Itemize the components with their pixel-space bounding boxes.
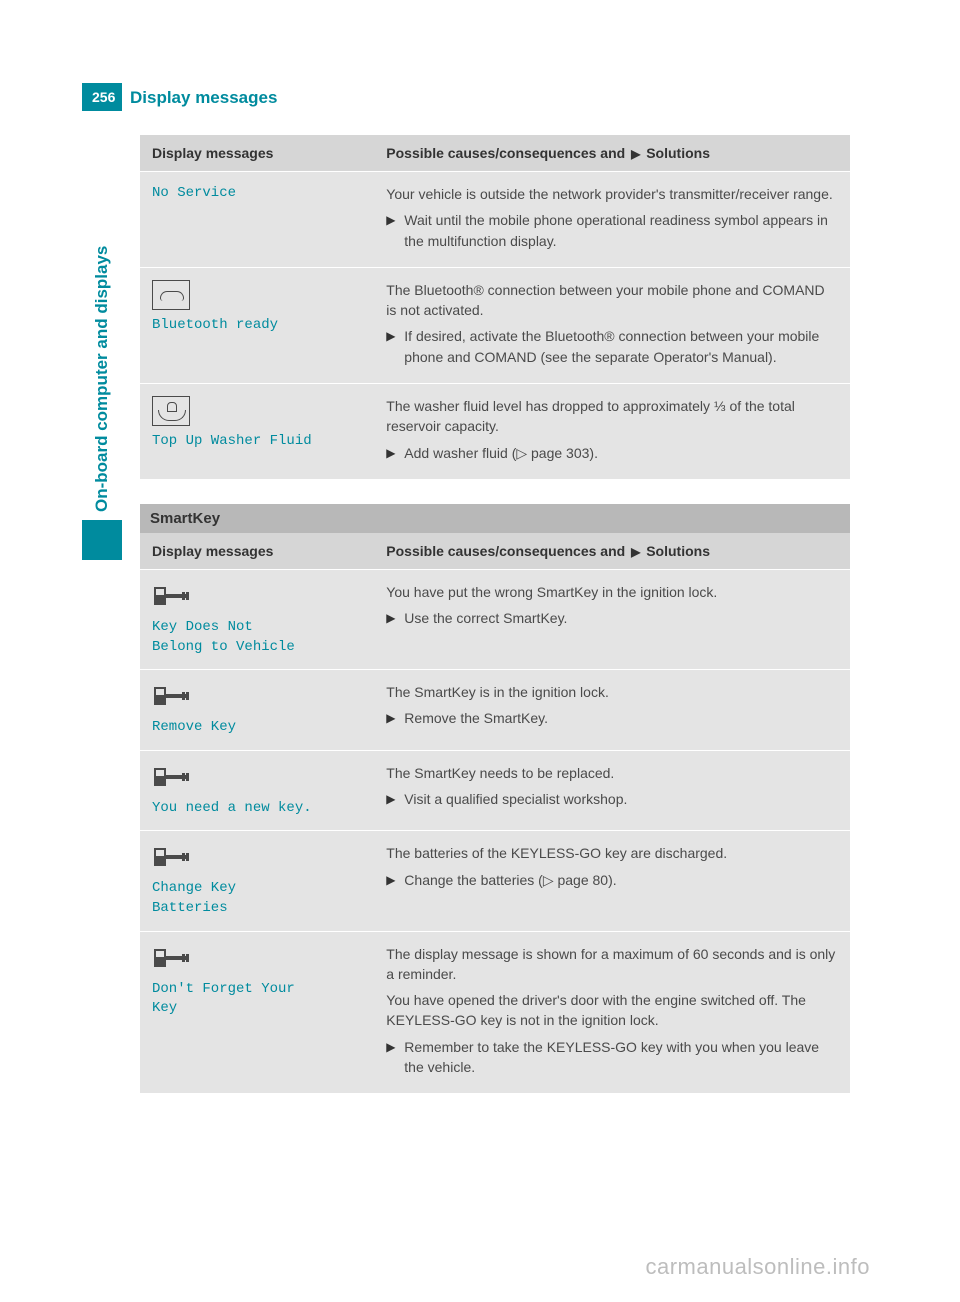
solutions-arrow-icon: ▶ [631,147,640,161]
page-title: Display messages [130,88,277,108]
display-message: Top Up Washer Fluid [152,432,362,452]
solution-body: The Bluetooth® connection between your m… [386,280,838,321]
bullet-marker-icon: ▶ [386,326,404,367]
display-message: Don't Forget Your Key [152,980,362,1019]
solution-body: The batteries of the KEYLESS-GO key are … [386,843,838,863]
key-icon [152,944,192,974]
bullet-text: Remove the SmartKey. [404,708,838,728]
solution-body: The display message is shown for a maxim… [386,944,838,985]
solution-bullet: ▶ Change the batteries (▷ page 80). [386,870,838,890]
table-row: Remove Key The SmartKey is in the igniti… [140,670,850,751]
table-row: Key Does Not Belong to Vehicle You have … [140,569,850,669]
bullet-marker-icon: ▶ [386,210,404,251]
header-sol-suffix: Solutions [642,543,710,559]
header-sol-suffix: Solutions [642,145,710,161]
bullet-text: Visit a qualified specialist workshop. [404,789,838,809]
table-row: You need a new key. The SmartKey needs t… [140,750,850,831]
bullet-text: Use the correct SmartKey. [404,608,838,628]
solution-bullet: ▶ Remove the SmartKey. [386,708,838,728]
header-sol-prefix: Possible causes/consequences and [386,543,629,559]
side-tab-label: On-board computer and displays [92,246,112,512]
solution-body: The SmartKey needs to be replaced. [386,763,838,783]
table-row: Top Up Washer Fluid The washer fluid lev… [140,384,850,479]
bullet-marker-icon: ▶ [386,870,404,890]
solution-bullet: ▶ Use the correct SmartKey. [386,608,838,628]
table-row: No Service Your vehicle is outside the n… [140,172,850,268]
header-sol-prefix: Possible causes/consequences and [386,145,629,161]
bullet-text: Remember to take the KEYLESS-GO key with… [404,1037,838,1078]
bullet-text: Change the batteries (▷ page 80). [404,870,838,890]
bullet-marker-icon: ▶ [386,789,404,809]
bullet-marker-icon: ▶ [386,708,404,728]
table-row: Bluetooth ready The Bluetooth® connectio… [140,267,850,383]
solution-bullet: ▶ Add washer fluid (▷ page 303). [386,443,838,463]
section-heading-smartkey: SmartKey [140,504,850,533]
key-icon [152,843,192,873]
solution-bullet: ▶ Visit a qualified specialist workshop. [386,789,838,809]
phone-icon [152,280,190,310]
bullet-text: If desired, activate the Bluetooth® conn… [404,326,838,367]
bullet-marker-icon: ▶ [386,608,404,628]
table-row: Change Key Batteries The batteries of th… [140,831,850,931]
display-message: Remove Key [152,718,362,738]
content-area: Display messages Possible causes/consequ… [140,135,850,1093]
bullet-text: Wait until the mobile phone operational … [404,210,838,251]
table-row: Don't Forget Your Key The display messag… [140,931,850,1093]
bullet-text: Add washer fluid (▷ page 303). [404,443,838,463]
table-header-solutions: Possible causes/consequences and ▶ Solut… [374,135,850,172]
side-tab-marker [82,520,122,560]
messages-table-1: Display messages Possible causes/consequ… [140,135,850,479]
solution-body-2: You have opened the driver's door with t… [386,990,838,1031]
solution-body: You have put the wrong SmartKey in the i… [386,582,838,602]
messages-table-2: Display messages Possible causes/consequ… [140,533,850,1093]
solution-bullet: ▶ Remember to take the KEYLESS-GO key wi… [386,1037,838,1078]
bullet-marker-icon: ▶ [386,443,404,463]
display-message: Key Does Not Belong to Vehicle [152,618,362,657]
display-message: Bluetooth ready [152,316,362,336]
solution-bullet: ▶ If desired, activate the Bluetooth® co… [386,326,838,367]
key-icon [152,682,192,712]
display-message: You need a new key. [152,799,362,819]
display-message: No Service [152,184,362,204]
table-header-messages: Display messages [140,533,374,570]
display-message: Change Key Batteries [152,879,362,918]
key-icon [152,582,192,612]
solution-body: The washer fluid level has dropped to ap… [386,396,838,437]
watermark: carmanualsonline.info [645,1254,870,1280]
bullet-marker-icon: ▶ [386,1037,404,1078]
washer-fluid-icon [152,396,190,426]
page-number: 256 [82,83,122,111]
table-header-solutions: Possible causes/consequences and ▶ Solut… [374,533,850,570]
solutions-arrow-icon: ▶ [631,545,640,559]
solution-body: Your vehicle is outside the network prov… [386,184,838,204]
solution-bullet: ▶ Wait until the mobile phone operationa… [386,210,838,251]
solution-body: The SmartKey is in the ignition lock. [386,682,838,702]
key-icon [152,763,192,793]
table-header-messages: Display messages [140,135,374,172]
